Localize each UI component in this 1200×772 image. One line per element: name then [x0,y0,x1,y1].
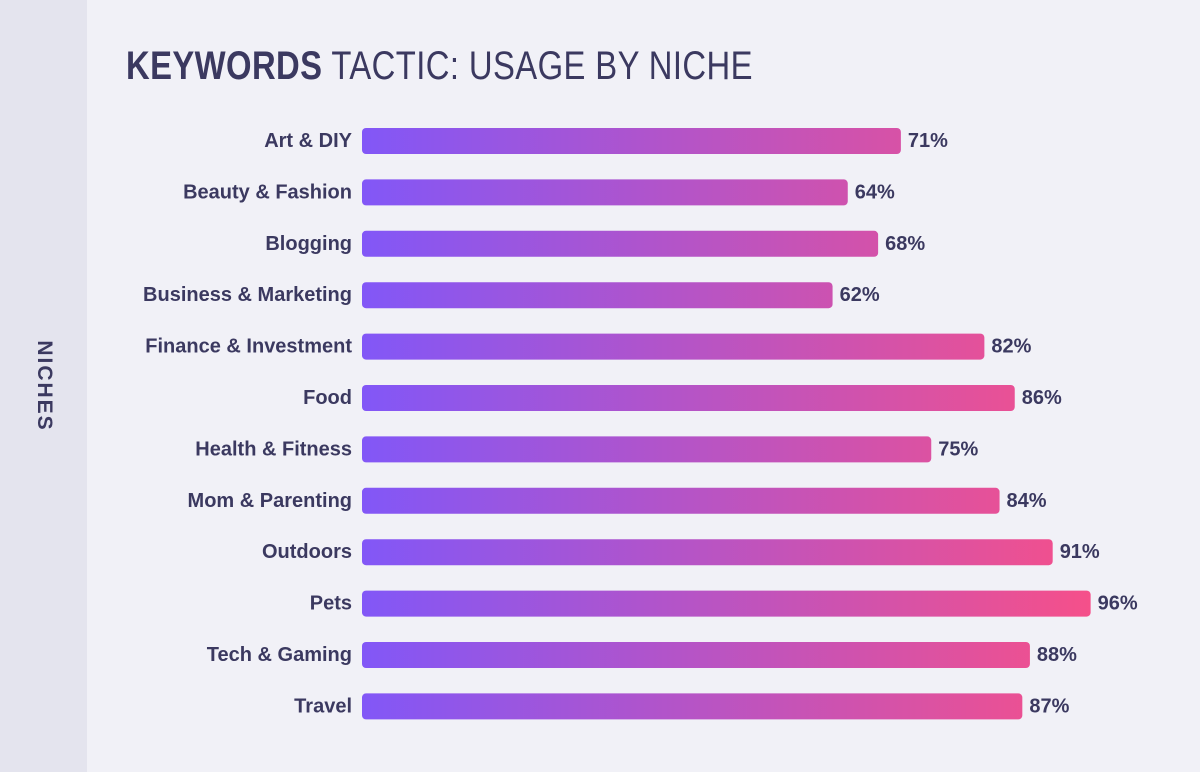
bar [362,179,848,206]
side-strip: NICHES [0,0,87,772]
bar [362,642,1030,668]
category-label: Blogging [265,233,352,255]
bar [362,693,1023,720]
category-label: Mom & Parenting [188,490,352,512]
value-label: 75% [938,438,978,460]
value-label: 91% [1060,541,1100,563]
chart-title-strong: KEYWORDS [126,44,323,88]
category-label: Outdoors [262,541,352,563]
category-label: Beauty & Fashion [183,181,352,203]
value-label: 82% [991,336,1031,358]
bar [362,436,932,463]
value-label: 68% [885,233,925,255]
category-label: Tech & Gaming [207,644,352,666]
value-label: 64% [855,181,895,203]
category-label: Art & DIY [264,130,352,152]
value-label: 88% [1037,644,1077,666]
bar [362,333,985,360]
value-label: 87% [1029,695,1069,717]
category-label: Finance & Investment [145,336,352,358]
category-label: Food [303,387,352,409]
chart-title: KEYWORDS TACTIC: USAGE BY NICHE [126,44,753,89]
bar [362,539,1053,566]
value-label: 86% [1022,387,1062,409]
chart-title-rest: TACTIC: USAGE BY NICHE [331,44,753,88]
category-label: Pets [310,593,352,615]
category-label: Health & Fitness [195,438,352,460]
category-label: Travel [294,695,352,717]
bar [362,230,879,257]
bar [362,590,1091,617]
bar [362,385,1015,411]
value-label: 84% [1007,490,1047,512]
value-label: 71% [908,130,948,152]
value-label: 62% [840,284,880,306]
bars-group: Art & DIY 71% Beauty & Fashion 64% Blogging 6… [143,128,1138,720]
bar [362,128,901,154]
bar [362,487,1000,514]
category-label: Business & Marketing [143,284,352,306]
bar [362,282,833,309]
value-label: 96% [1098,593,1138,615]
